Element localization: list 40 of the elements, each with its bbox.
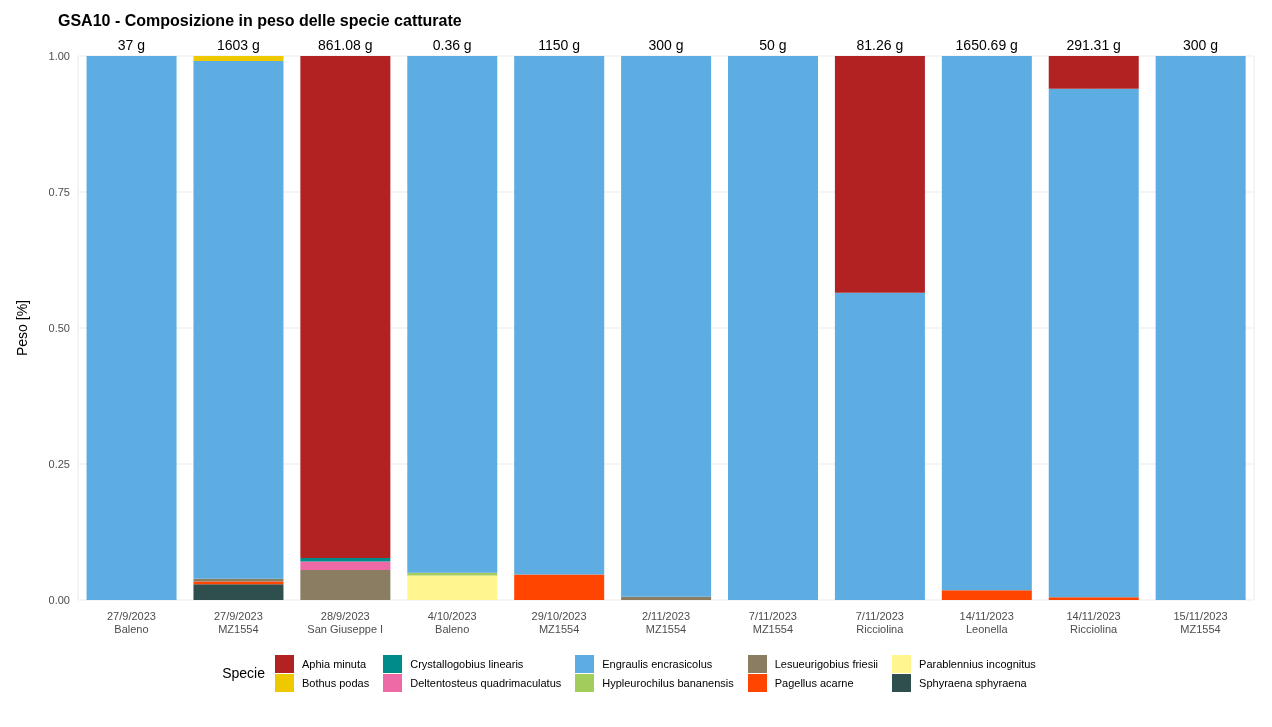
x-tick-label: 14/11/2023 Ricciolina — [1066, 610, 1121, 635]
annotation: 300 g — [1183, 37, 1219, 53]
x-tick-label: 28/9/2023 San Giuseppe I — [307, 610, 384, 635]
x-tick-label: 27/9/2023 MZ1554 — [213, 610, 263, 635]
annotation: 81.26 g — [856, 37, 904, 53]
legend-label: Aphia minuta — [301, 657, 367, 670]
y-tick-label: 0.50 — [48, 321, 70, 334]
legend-label: Crystallogobius linearis — [410, 657, 524, 670]
annotation: 1603 g — [216, 37, 260, 53]
legend-label: Sphyraena sphyraena — [919, 676, 1027, 689]
annotation: 50 g — [759, 37, 787, 53]
x-tick-label: 15/11/2023 MZ1554 — [1173, 610, 1228, 635]
annotation: 291.31 g — [1066, 37, 1121, 53]
chart-title: GSA10 - Composizione in peso delle specie catturate — [57, 11, 463, 30]
y-tick-label: 1.00 — [48, 49, 70, 62]
x-tick-label: 27/9/2023 Baleno — [106, 610, 156, 635]
y-tick-label: 0.75 — [48, 185, 70, 198]
x-tick-label: 14/11/2023 Leonella — [959, 610, 1014, 635]
annotation: 37 g — [117, 37, 146, 53]
x-tick-label: 7/11/2023 MZ1554 — [748, 610, 797, 635]
x-tick-label: 4/10/2023 Baleno — [427, 610, 477, 635]
y-tick-label: 0.00 — [48, 593, 70, 606]
legend-label: Engraulis encrasicolus — [602, 657, 713, 670]
annotation: 861.08 g — [318, 37, 373, 53]
x-tick-label: 2/11/2023 MZ1554 — [641, 610, 691, 635]
legend-title: Specie — [222, 665, 265, 681]
legend-label: Parablennius incognitus — [919, 657, 1036, 670]
annotation: 1650.69 g — [955, 37, 1018, 53]
annotation: 1150 g — [538, 37, 580, 53]
x-tick-label: 7/11/2023 Ricciolina — [855, 610, 905, 635]
legend-label: Deltentosteus quadrimaculatus — [410, 676, 562, 689]
annotation: 0.36 g — [432, 37, 472, 53]
annotation: 300 g — [648, 37, 684, 53]
legend-label: Hypleurochilus bananensis — [602, 676, 734, 689]
y-axis-title: Peso [%] — [13, 299, 30, 357]
legend-label: Pagellus acarne — [774, 676, 854, 689]
legend-label: Lesueurigobius friesii — [774, 657, 879, 670]
x-tick-label: 29/10/2023 MZ1554 — [531, 610, 587, 635]
y-tick-label: 0.25 — [48, 457, 70, 470]
legend-label: Bothus podas — [301, 676, 370, 689]
